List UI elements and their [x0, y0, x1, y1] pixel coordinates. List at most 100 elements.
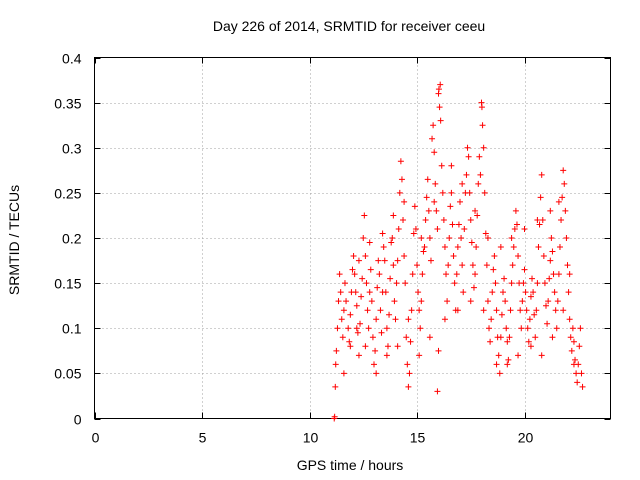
data-point	[461, 225, 468, 232]
data-point	[384, 343, 391, 350]
data-point	[538, 352, 545, 359]
data-point	[475, 180, 482, 187]
data-point	[566, 271, 573, 278]
data-point	[573, 370, 580, 377]
data-point	[431, 149, 438, 156]
data-point	[536, 221, 543, 228]
data-point	[395, 225, 402, 232]
data-point	[388, 239, 395, 246]
data-point	[569, 325, 576, 332]
data-point	[527, 293, 534, 300]
data-point	[496, 370, 503, 377]
data-point	[363, 280, 370, 287]
data-point	[509, 262, 516, 269]
data-point	[354, 329, 361, 336]
data-point	[568, 347, 575, 354]
data-point	[457, 198, 463, 205]
data-point	[562, 207, 569, 214]
data-point	[347, 343, 354, 350]
data-point	[444, 298, 451, 305]
data-point	[357, 320, 364, 327]
data-point	[393, 280, 400, 287]
data-point	[473, 244, 480, 251]
data-point	[337, 289, 344, 296]
data-point	[437, 81, 444, 88]
y-tick-label: 0.4	[62, 51, 82, 67]
data-point	[439, 189, 446, 196]
data-point	[487, 338, 494, 345]
y-tick-label: 0	[74, 412, 82, 428]
data-point	[484, 235, 491, 241]
data-point	[480, 144, 487, 151]
data-point	[449, 221, 456, 228]
data-point	[371, 361, 377, 368]
data-point	[547, 207, 554, 214]
data-point	[472, 271, 479, 278]
data-point	[406, 370, 413, 377]
data-point	[437, 117, 444, 124]
data-point	[343, 298, 350, 305]
data-point	[523, 307, 530, 314]
data-point	[405, 316, 412, 323]
data-point	[392, 316, 399, 323]
data-point	[535, 244, 542, 251]
data-point	[433, 207, 440, 214]
data-point	[507, 307, 514, 314]
data-point	[529, 275, 536, 282]
data-point	[415, 289, 422, 296]
data-point	[353, 325, 360, 332]
data-point	[346, 338, 353, 345]
data-point	[533, 307, 540, 314]
x-tick-label: 10	[303, 430, 319, 446]
data-point	[394, 343, 401, 350]
data-point	[521, 266, 528, 273]
data-point	[512, 207, 519, 214]
data-point	[391, 298, 398, 305]
data-point	[390, 262, 397, 269]
y-axis-label: SRMTID / TECUs	[6, 185, 22, 295]
data-point	[405, 383, 412, 390]
data-point	[488, 316, 495, 323]
data-point	[519, 298, 526, 305]
data-point	[401, 198, 408, 205]
data-point	[361, 212, 368, 219]
x-tick-label: 0	[92, 430, 100, 446]
data-point	[567, 334, 574, 341]
data-point	[335, 298, 342, 305]
data-point	[383, 325, 390, 332]
data-point	[476, 153, 483, 160]
data-point	[352, 289, 359, 296]
data-point	[362, 343, 369, 350]
data-point	[491, 253, 498, 260]
data-point	[377, 307, 384, 314]
data-point	[547, 257, 554, 264]
data-point	[367, 266, 374, 273]
data-point	[422, 216, 429, 223]
data-point	[570, 338, 577, 345]
data-point	[490, 266, 497, 273]
data-point	[546, 275, 553, 282]
data-point	[561, 180, 568, 187]
x-tick-label: 20	[518, 430, 534, 446]
data-point	[426, 235, 433, 241]
data-point	[453, 271, 460, 278]
data-point	[359, 275, 366, 282]
data-point	[455, 221, 462, 228]
data-point	[426, 334, 433, 341]
data-point	[483, 262, 490, 269]
data-point	[482, 230, 489, 237]
data-point	[368, 298, 375, 305]
data-point	[383, 352, 390, 359]
data-point	[409, 271, 416, 278]
data-point	[416, 307, 423, 314]
data-point	[508, 235, 515, 241]
data-point	[472, 207, 479, 214]
data-point	[544, 320, 551, 327]
data-point	[441, 244, 448, 251]
data-point	[504, 361, 511, 368]
data-point	[355, 257, 362, 264]
data-point	[503, 325, 510, 332]
data-point	[513, 221, 520, 228]
data-point	[537, 194, 544, 201]
